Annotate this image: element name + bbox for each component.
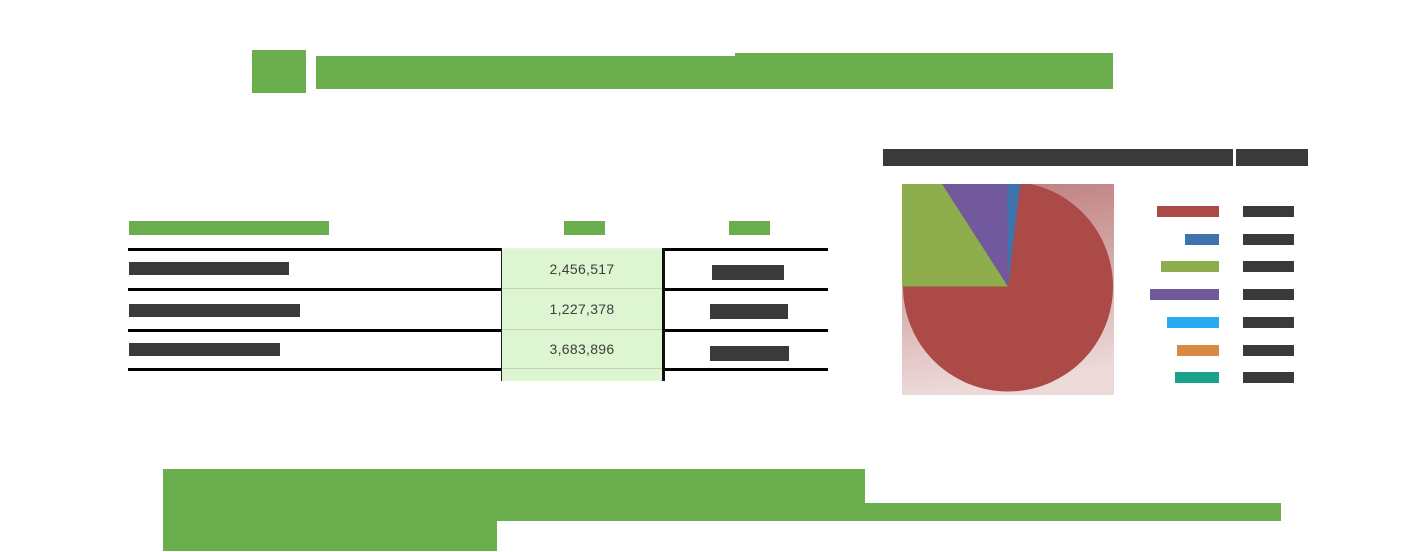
legend-swatch-orange — [1177, 345, 1219, 356]
table-line-top-right — [665, 248, 828, 251]
legend-swatch-bright-blue — [1167, 317, 1219, 328]
table-line-top-left — [128, 248, 501, 251]
paragraph-redacted-line-1 — [163, 469, 865, 503]
legend-label-redacted — [1243, 372, 1294, 383]
legend-label-redacted — [1243, 206, 1294, 217]
paragraph-redacted-line-3 — [163, 521, 497, 551]
table-line-bottom-right — [665, 368, 828, 371]
table-row2-label-redacted — [129, 304, 300, 317]
legend-swatch-steel-blue — [1185, 234, 1219, 245]
table-value-3: 3,683,896 — [549, 341, 615, 357]
title-redacted-bar-1 — [316, 56, 735, 89]
table-header-col2-redacted — [564, 221, 605, 235]
value-column-top-border — [502, 248, 662, 250]
legend-label-redacted — [1243, 289, 1294, 300]
value-column-separator — [502, 368, 662, 369]
value-column-separator — [502, 288, 662, 289]
title-bullet-redacted — [252, 50, 306, 93]
table-header-col1-redacted — [129, 221, 329, 235]
table-line-2-right — [665, 288, 828, 291]
legend-label-redacted — [1243, 261, 1294, 272]
table-line-3-right — [665, 329, 828, 332]
title-redacted-bar-2 — [735, 53, 1113, 89]
chart-title-tab-redacted — [1236, 149, 1308, 166]
table-value-1: 2,456,517 — [549, 261, 615, 277]
value-column-stub — [502, 369, 662, 381]
table-value-2: 1,227,378 — [549, 301, 615, 317]
legend-swatch-brick-red — [1157, 206, 1219, 217]
pie-chart — [902, 184, 1114, 395]
chart-title-redacted — [883, 149, 1233, 166]
legend-label-redacted — [1243, 234, 1294, 245]
table-value-cell-1: 2,456,517 — [502, 250, 662, 288]
legend-swatch-teal — [1175, 372, 1219, 383]
table-row1-label-redacted — [129, 262, 289, 275]
pie-slice-steel-blue — [1007, 184, 1021, 287]
table-header-col3-redacted — [729, 221, 770, 235]
table-line-3-left — [128, 329, 501, 332]
legend-label-redacted — [1243, 345, 1294, 356]
pie-slice-olive-green — [902, 184, 1008, 287]
table-line-bottom-left — [128, 368, 501, 371]
legend-swatch-purple — [1150, 289, 1219, 300]
table-row1-status-redacted — [712, 265, 784, 280]
table-row3-status-redacted — [710, 346, 789, 361]
legend-label-redacted — [1243, 317, 1294, 328]
table-row2-status-redacted — [710, 304, 788, 319]
paragraph-redacted-line-2 — [163, 503, 1281, 521]
table-row3-label-redacted — [129, 343, 280, 356]
legend-swatch-olive-green — [1161, 261, 1219, 272]
value-column-separator — [502, 329, 662, 330]
table-value-cell-3: 3,683,896 — [502, 330, 662, 368]
table-value-cell-2: 1,227,378 — [502, 289, 662, 329]
table-value-column: 2,456,517 1,227,378 3,683,896 — [501, 248, 665, 381]
table-line-2-left — [128, 288, 501, 291]
